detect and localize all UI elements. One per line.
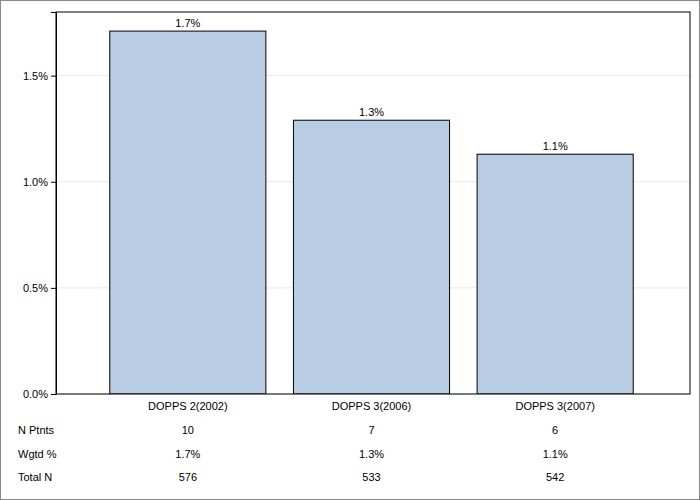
- tick-label: 0.0%: [23, 388, 48, 400]
- tick: DOPPS 3(2006): [332, 394, 411, 412]
- tick-label: 0.5%: [23, 282, 48, 294]
- table-row-label: Total N: [18, 471, 52, 483]
- tick: 1.5%: [23, 70, 56, 82]
- tick: DOPPS 2(2002): [148, 394, 227, 412]
- data-label: 1.1%: [543, 140, 568, 152]
- tick-mark: [51, 394, 56, 395]
- table-cell: 533: [362, 471, 380, 483]
- tick-label: DOPPS 3(2006): [332, 400, 411, 412]
- tick: 0.5%: [23, 282, 56, 294]
- table-cell: 6: [552, 424, 558, 436]
- table-row-label: N Ptnts: [18, 424, 55, 436]
- table-cell: 1.7%: [175, 448, 200, 460]
- plot-frame: [56, 12, 690, 394]
- table-cell: 576: [179, 471, 197, 483]
- data-table: N Ptnts 10 7 6 Wgtd % 1.7% 1.3% 1.1% Total N 576 5…: [18, 424, 568, 483]
- tick-label: 1.0%: [23, 176, 48, 188]
- data-label: 1.3%: [359, 106, 384, 118]
- table-cell: 10: [182, 424, 194, 436]
- tick-label: DOPPS 2(2002): [148, 400, 227, 412]
- tick-label: 1.5%: [23, 70, 48, 82]
- chart: 0.0% 0.5% 1.0% 1.5% DOPPS 2(2002) DOPPS 3(200…: [0, 0, 700, 500]
- tick: DOPPS 3(2007): [515, 394, 594, 412]
- background: [1, 1, 700, 500]
- data-label: 1.7%: [175, 17, 200, 29]
- bar: [293, 120, 449, 394]
- table-cell: 1.3%: [359, 448, 384, 460]
- bar: [110, 31, 266, 394]
- tick-mark: [51, 182, 56, 183]
- axis-line: [51, 13, 57, 395]
- tick-label: DOPPS 3(2007): [515, 400, 594, 412]
- table-cell: 7: [368, 424, 374, 436]
- table-row-label: Wgtd %: [18, 448, 57, 460]
- tick-mark: [51, 288, 56, 289]
- table-cell: 542: [546, 471, 564, 483]
- bar: [477, 154, 633, 394]
- tick: 0.0%: [23, 388, 56, 400]
- y-axis: 0.0% 0.5% 1.0% 1.5%: [23, 13, 57, 401]
- bars: [110, 31, 633, 394]
- data-labels: 1.7% 1.3% 1.1%: [175, 17, 568, 152]
- tick-mark: [51, 76, 56, 77]
- x-axis: DOPPS 2(2002) DOPPS 3(2006) DOPPS 3(2007): [148, 394, 595, 412]
- tick: 1.0%: [23, 176, 56, 188]
- table-cell: 1.1%: [543, 448, 568, 460]
